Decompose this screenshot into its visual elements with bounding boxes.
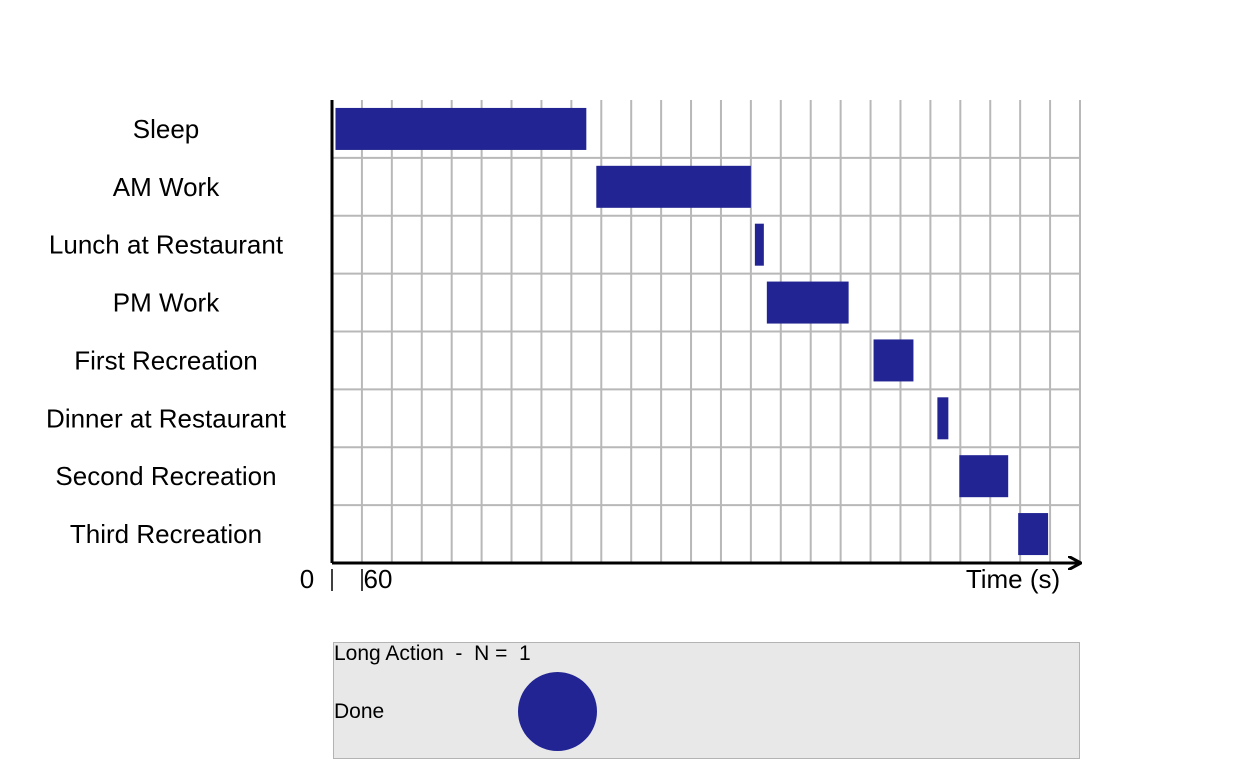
gantt-bar [766, 281, 849, 324]
panel-status: Done [334, 700, 385, 723]
status-indicator-icon [518, 672, 597, 751]
category-label: Third Recreation [70, 519, 262, 549]
category-label: Dinner at Restaurant [46, 403, 287, 433]
category-label: Sleep [133, 114, 200, 144]
x-axis-label: Time (s) [966, 564, 1060, 594]
x-tick-label-0: 0 [300, 564, 314, 594]
gantt-bar [873, 339, 914, 382]
action-panel: Long Action - N = 1 Done [333, 642, 1080, 759]
gantt-chart: Sleep AM Work Lunch at Restaurant PM Work Fi… [46, 100, 1248, 594]
gantt-bar [937, 397, 949, 440]
category-label: Lunch at Restaurant [49, 230, 284, 260]
panel-title: Long Action - N = 1 [334, 642, 531, 665]
category-label: Second Recreation [55, 461, 276, 491]
gantt-bar [959, 455, 1009, 498]
x-tick-label-60: 60 [364, 564, 393, 594]
gantt-bar [754, 223, 764, 266]
category-label: PM Work [113, 288, 220, 318]
gantt-bar [1018, 513, 1049, 556]
bars [335, 107, 1049, 556]
category-labels: Sleep AM Work Lunch at Restaurant PM Work Fi… [46, 114, 287, 549]
category-label: First Recreation [74, 345, 258, 375]
gantt-bar [596, 165, 751, 208]
category-label: AM Work [113, 172, 220, 202]
gantt-bar [335, 107, 587, 150]
